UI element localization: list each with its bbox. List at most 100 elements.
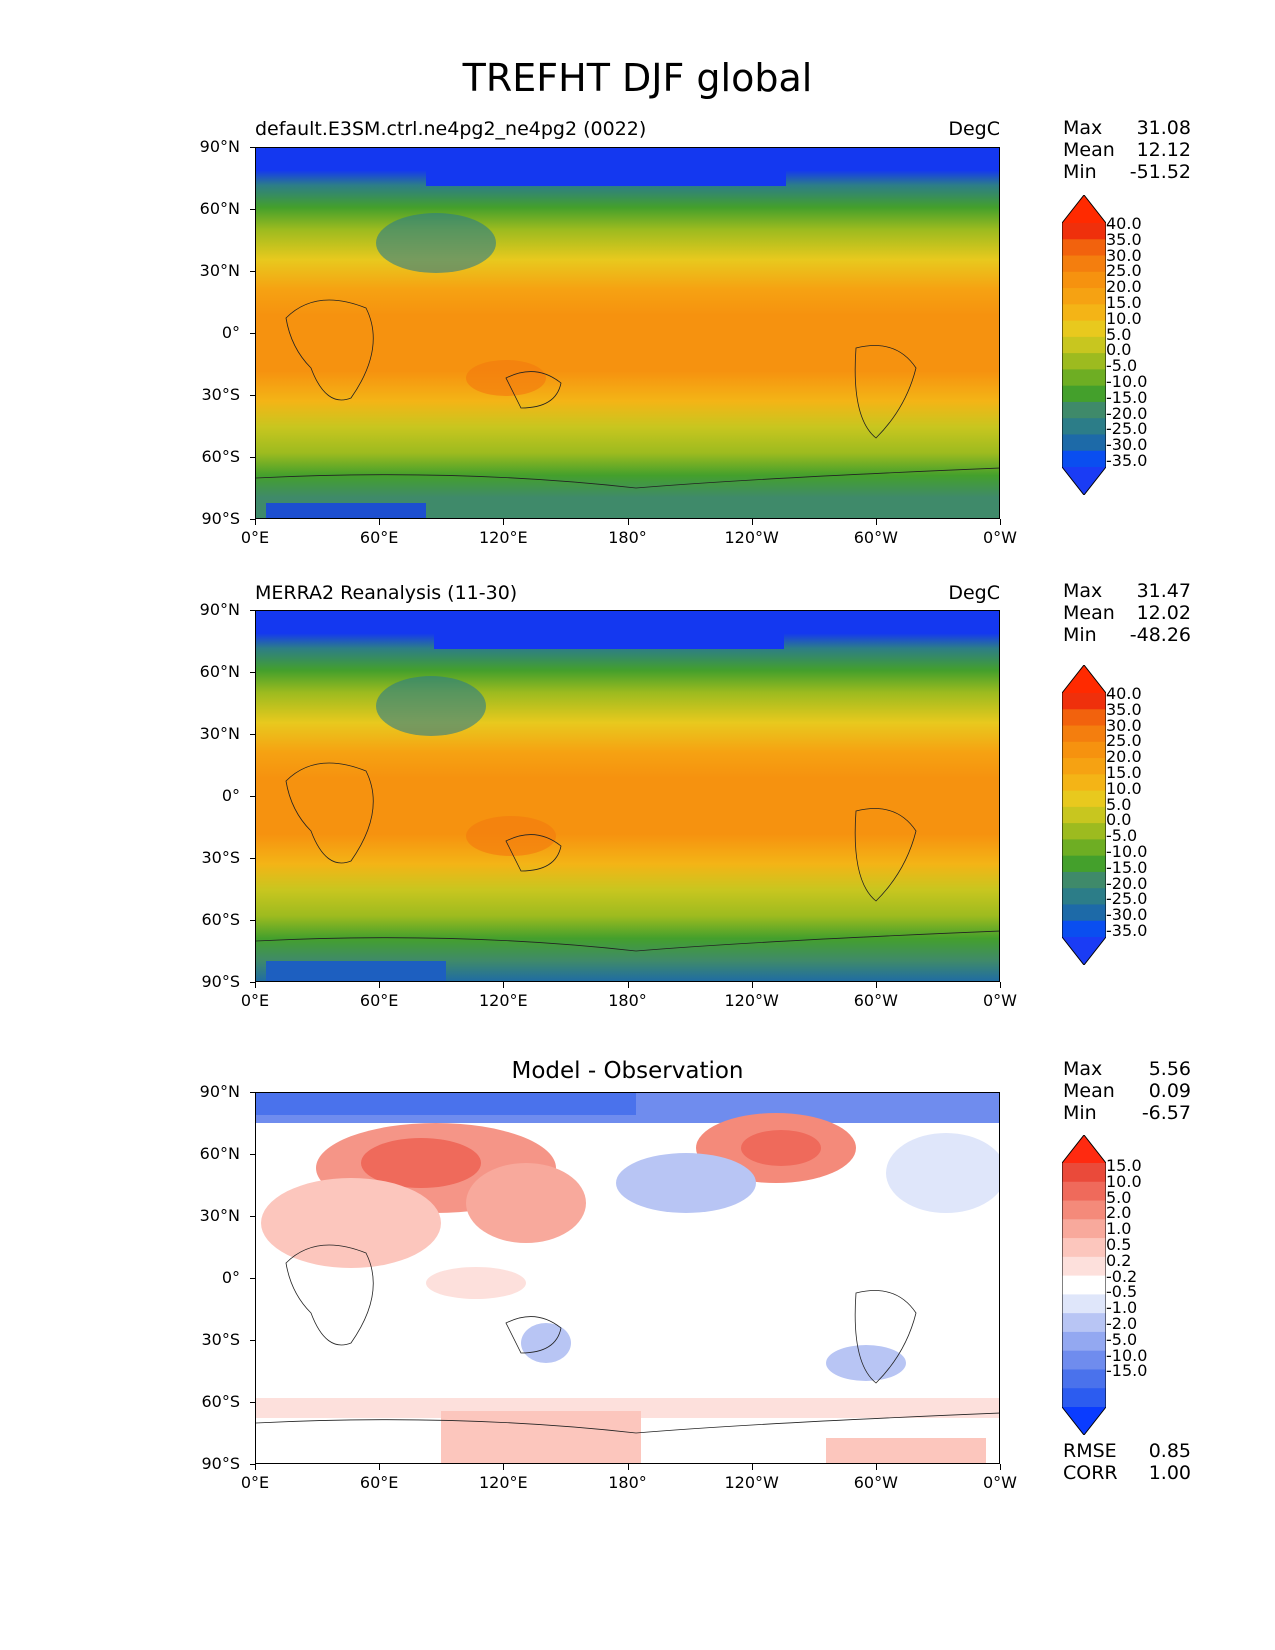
panel-title-units: DegC xyxy=(948,582,1000,604)
lon-tick-mark xyxy=(627,982,629,988)
colorbar-tick-label: 1.0 xyxy=(1106,1219,1132,1239)
lon-tick-mark xyxy=(379,982,381,988)
map-difference-field xyxy=(256,1093,999,1463)
lat-tick-label: 0° xyxy=(221,323,240,342)
colorbar-segment xyxy=(1062,920,1106,938)
colorbar-segment xyxy=(1062,288,1106,305)
colorbar-extend-min xyxy=(1062,1407,1106,1435)
colorbar-segment xyxy=(1062,839,1106,857)
colorbar-segment xyxy=(1062,271,1106,289)
colorbar-tick-label: 20.0 xyxy=(1106,747,1142,767)
lat-tick-mark xyxy=(250,147,256,148)
stat-min: Min -48.26 xyxy=(1063,624,1191,646)
lon-tick-mark xyxy=(255,519,256,525)
colorbar-tick-label: 5.0 xyxy=(1106,1187,1132,1207)
colorbar-segment xyxy=(1062,255,1106,273)
colorbar-tick-label: 35.0 xyxy=(1106,699,1142,719)
colorbar-tick-label: -10.0 xyxy=(1106,841,1148,861)
lat-tick-label: 60°N xyxy=(199,1144,240,1163)
lon-tick-label: 0°W xyxy=(983,991,1017,1010)
lat-tick-mark xyxy=(250,209,256,210)
colorbar-segment xyxy=(1062,434,1106,452)
colorbar-segment xyxy=(1062,1181,1106,1202)
colorbar-tick-label: -15.0 xyxy=(1106,857,1148,877)
lon-tick-mark xyxy=(503,982,505,988)
colorbar-labels: 40.0 35.0 30.0 25.0 20.0 15.0 10.0 5.0 0.0 -5.0 -1… xyxy=(1106,216,1147,469)
lon-tick-mark xyxy=(751,1464,753,1470)
colorbar-tick-label: -25.0 xyxy=(1106,889,1148,909)
colorbar-labels: 15.0 10.0 5.0 2.0 1.0 0.5 0.2 -0.2 -0.5 -1.0 -2.0-… xyxy=(1106,1158,1147,1379)
colorbar-tick-label: -35.0 xyxy=(1106,450,1148,470)
colorbar-segment xyxy=(1062,1275,1106,1295)
colorbar xyxy=(1062,195,1106,495)
lon-tick-label: 0°E xyxy=(240,528,270,547)
colorbar-segment xyxy=(1062,450,1106,468)
stat-corr: CORR 1.00 xyxy=(1063,1462,1191,1484)
lat-tick-mark xyxy=(250,1278,256,1279)
colorbar-tick-label: -30.0 xyxy=(1106,435,1148,455)
map-observation xyxy=(255,610,1000,982)
colorbar-labels: 40.0 35.0 30.0 25.0 20.0 15.0 10.0 5.0 0.0 -5.0 -1… xyxy=(1106,686,1147,939)
colorbar-tick-label: 5.0 xyxy=(1106,324,1132,344)
colorbar-tick-label: -0.2 xyxy=(1106,1266,1138,1286)
colorbar-tick-label: 30.0 xyxy=(1106,715,1142,735)
colorbar-tick-label: -35.0 xyxy=(1106,920,1148,940)
colorbar-segment xyxy=(1062,418,1106,435)
lon-tick-label: 180° xyxy=(608,991,647,1010)
lat-tick-label: 90°N xyxy=(199,137,240,156)
lat-tick-label: 60°N xyxy=(199,662,240,681)
map-observation-field xyxy=(256,611,999,981)
stats-box: Max 31.08 Mean 12.12 Min -51.52 xyxy=(1063,117,1191,183)
colorbar-tick-label: 2.0 xyxy=(1106,1203,1132,1223)
lon-tick-label: 180° xyxy=(608,528,647,547)
colorbar-tick-label: 15.0 xyxy=(1106,292,1142,312)
lat-tick-mark xyxy=(250,519,256,520)
colorbar-tick-label: 20.0 xyxy=(1106,277,1142,297)
colorbar-extend-min xyxy=(1062,467,1106,495)
stat-mean: Mean 12.12 xyxy=(1063,139,1191,161)
colorbar-segment xyxy=(1062,336,1106,354)
colorbar-segment xyxy=(1062,304,1106,322)
colorbar-segment xyxy=(1062,790,1106,808)
panel-title-left: default.E3SM.ctrl.ne4pg2_ne4pg2 (0022) xyxy=(255,118,647,140)
colorbar-tick-label: 0.0 xyxy=(1106,810,1132,830)
lat-tick-label: 30°S xyxy=(201,848,240,867)
colorbar-tick-label: 25.0 xyxy=(1106,261,1142,281)
colorbar-segment xyxy=(1062,1331,1106,1352)
stats-box: Max 5.56 Mean 0.09 Min -6.57 xyxy=(1063,1058,1191,1124)
colorbar-segment xyxy=(1062,1256,1106,1277)
stat-min: Min -51.52 xyxy=(1063,161,1191,183)
lat-tick-label: 90°S xyxy=(201,972,240,991)
colorbar-tick-label: -2.0 xyxy=(1106,1313,1138,1333)
lon-tick-label: 60°E xyxy=(359,991,399,1010)
colorbar-tick-label: -0.5 xyxy=(1106,1282,1138,1302)
colorbar-segment xyxy=(1062,1350,1106,1370)
lon-tick-label: 60°E xyxy=(359,1473,399,1492)
colorbar-segment xyxy=(1062,1219,1106,1239)
lon-tick-mark xyxy=(875,1464,877,1470)
colorbar-tick-label: 5.0 xyxy=(1106,794,1132,814)
colorbar-segment xyxy=(1062,1238,1106,1258)
colorbar-extend-min xyxy=(1062,937,1106,965)
colorbar-tick-label: -10.0 xyxy=(1106,1345,1148,1365)
colorbar-segment xyxy=(1062,774,1106,792)
colorbar-tick-label: -1.0 xyxy=(1106,1298,1138,1318)
lon-tick-label: 60°W xyxy=(853,991,898,1010)
lon-tick-mark xyxy=(875,519,877,525)
colorbar-segment xyxy=(1062,353,1106,370)
lat-tick-mark xyxy=(250,796,256,797)
lat-tick-label: 0° xyxy=(221,1268,240,1287)
colorbar-tick-label: -5.0 xyxy=(1106,826,1138,846)
lat-tick-label: 90°S xyxy=(201,1454,240,1473)
colorbar-tick-label: 30.0 xyxy=(1106,245,1142,265)
lat-tick-label: 90°S xyxy=(201,509,240,528)
panel-title-left: MERRA2 Reanalysis (11-30) xyxy=(255,582,518,604)
colorbar-segment xyxy=(1062,401,1106,419)
lat-tick-label: 60°S xyxy=(201,910,240,929)
colorbar-segment xyxy=(1062,871,1106,889)
lat-tick-label: 30°S xyxy=(201,1330,240,1349)
lat-tick-label: 30°S xyxy=(201,385,240,404)
colorbar-tick-label: -15.0 xyxy=(1106,387,1148,407)
stat-max: Max 5.56 xyxy=(1063,1058,1191,1080)
lat-tick-mark xyxy=(250,271,256,272)
